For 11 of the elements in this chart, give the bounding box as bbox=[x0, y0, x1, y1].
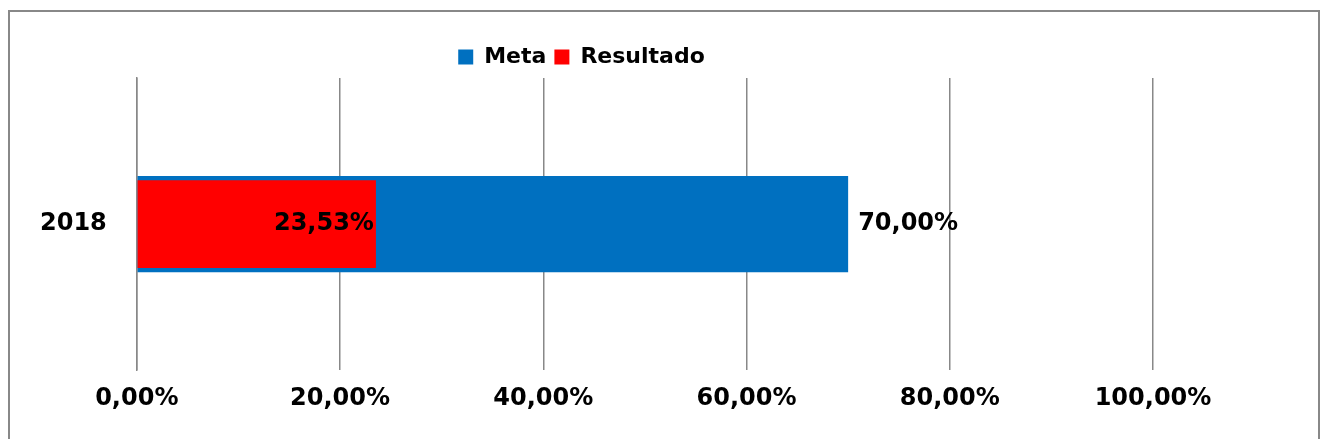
x-tick-label: 0,00% bbox=[95, 382, 179, 411]
legend-label: Resultado bbox=[580, 42, 705, 68]
x-tick-label: 60,00% bbox=[696, 382, 797, 411]
x-tick-label: 100,00% bbox=[1094, 382, 1212, 411]
data-label: 70,00% bbox=[858, 208, 959, 237]
y-tick-label: 2018 bbox=[40, 208, 107, 237]
x-tick-label: 40,00% bbox=[493, 382, 594, 411]
x-tick-label: 80,00% bbox=[899, 382, 1000, 411]
legend-label: Meta bbox=[484, 42, 547, 68]
x-tick-label: 20,00% bbox=[290, 382, 391, 411]
data-label: 23,53% bbox=[273, 208, 374, 237]
